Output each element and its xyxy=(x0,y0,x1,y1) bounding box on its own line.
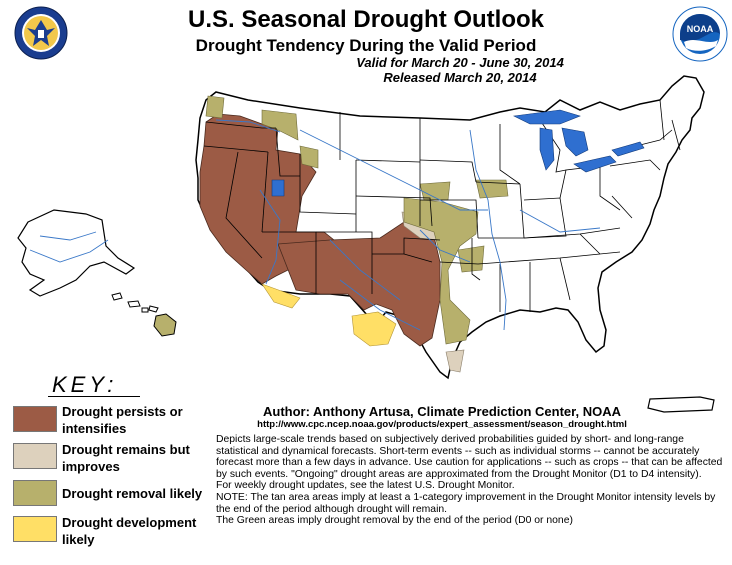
description-paragraph: The Green areas imply drought removal by… xyxy=(216,515,573,527)
legend-swatch-persists xyxy=(13,406,57,432)
noaa-logo: NOAA xyxy=(672,6,728,62)
product-url[interactable]: http://www.cpc.ncep.noaa.gov/products/ex… xyxy=(257,419,627,430)
valid-period: Valid for March 20 - June 30, 2014 xyxy=(356,55,564,70)
drought-removal-areas xyxy=(205,95,509,345)
hawaii-big-island xyxy=(153,313,177,337)
legend-label-persists: Drought persists or intensifies xyxy=(62,404,183,436)
author-credit: Author: Anthony Artusa, Climate Predicti… xyxy=(262,404,621,419)
legend-label-development: Drought development likely xyxy=(62,515,197,547)
map-title: U.S. Seasonal Drought Outlook xyxy=(187,6,545,33)
noaa-logo-text: NOAA xyxy=(687,24,714,34)
drought-persists-southwest xyxy=(277,221,441,347)
legend-swatch-development xyxy=(13,516,57,542)
description-block: Depicts large-scale trends based on subj… xyxy=(216,434,728,527)
description-paragraph: NOTE: The tan area areas imply at least … xyxy=(216,491,716,515)
department-of-commerce-seal xyxy=(14,6,68,60)
description-paragraph: Depicts large-scale trends based on subj… xyxy=(216,434,723,480)
drought-development-southwest xyxy=(261,283,301,309)
alaska-outline xyxy=(17,209,136,297)
drought-development-west-texas xyxy=(351,311,397,347)
legend-swatch-removal xyxy=(13,480,57,506)
rivers xyxy=(29,119,601,331)
great-lakes xyxy=(271,109,645,197)
legend-swatch-improves xyxy=(13,443,57,469)
description-paragraph: For weekly drought updates, see the late… xyxy=(216,480,515,492)
legend-title-underline xyxy=(48,396,140,397)
release-date: Released March 20, 2014 xyxy=(383,70,537,85)
drought-improves-south-texas xyxy=(445,349,465,373)
hawaii-islands xyxy=(111,292,177,337)
legend-label-removal: Drought removal likely xyxy=(62,486,203,501)
legend-title: KEY: xyxy=(52,372,118,397)
map-subtitle: Drought Tendency During the Valid Period xyxy=(195,36,537,55)
legend-label-improves: Drought remains but improves xyxy=(62,442,190,474)
puerto-rico-outline xyxy=(647,396,715,413)
